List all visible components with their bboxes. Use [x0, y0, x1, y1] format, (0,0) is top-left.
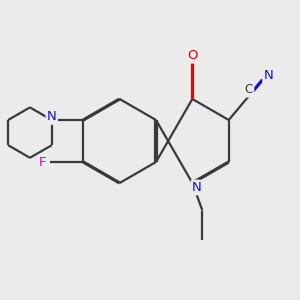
Text: N: N — [192, 181, 202, 194]
Text: N: N — [264, 69, 273, 82]
Text: F: F — [38, 155, 46, 169]
Text: C: C — [245, 83, 253, 96]
Text: N: N — [47, 110, 57, 124]
Text: O: O — [187, 49, 198, 62]
